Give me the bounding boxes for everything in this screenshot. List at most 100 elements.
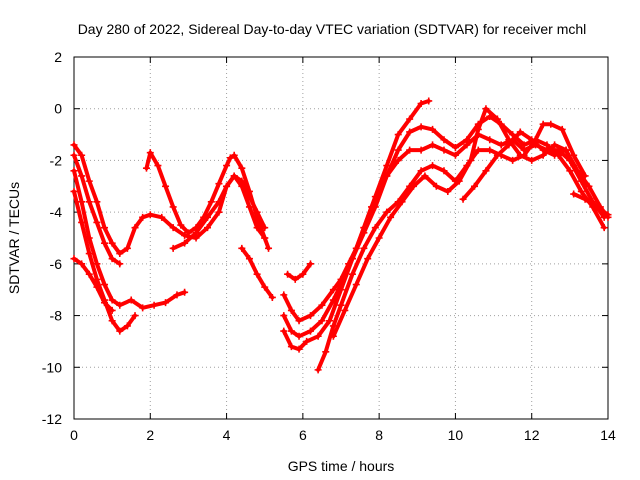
data-point — [85, 198, 93, 206]
data-point — [573, 167, 581, 175]
data-point — [528, 136, 536, 144]
y-tick-label: 2 — [54, 49, 62, 65]
data-point — [261, 283, 269, 291]
data-point — [604, 211, 612, 219]
data-point — [566, 167, 574, 175]
data-point — [444, 187, 452, 195]
data-point — [440, 146, 448, 154]
data-point — [581, 195, 589, 203]
x-tick-label: 4 — [223, 427, 231, 443]
data-point — [429, 125, 437, 133]
data-point — [101, 299, 109, 307]
data-point — [238, 244, 246, 252]
data-point — [425, 97, 433, 105]
data-point — [146, 149, 154, 157]
data-point — [245, 255, 253, 263]
series-track-7 — [169, 172, 269, 252]
data-point — [429, 141, 437, 149]
data-point — [123, 322, 131, 330]
data-point — [93, 198, 101, 206]
data-point — [108, 306, 116, 314]
data-point — [509, 131, 517, 139]
data-point — [238, 177, 246, 185]
data-point — [162, 182, 170, 190]
data-point — [150, 301, 158, 309]
data-point — [265, 244, 273, 252]
data-point — [303, 337, 311, 345]
data-point — [70, 141, 78, 149]
series-track-13 — [314, 120, 589, 374]
series-track-9 — [284, 260, 314, 283]
data-point — [387, 213, 395, 221]
data-point — [482, 105, 490, 113]
data-point — [158, 213, 166, 221]
data-point — [493, 115, 501, 123]
data-point — [93, 260, 101, 268]
data-point — [181, 239, 189, 247]
data-point — [162, 299, 170, 307]
data-point — [287, 306, 295, 314]
data-point — [409, 182, 417, 190]
data-point — [539, 120, 547, 128]
data-point — [417, 167, 425, 175]
data-point — [78, 151, 86, 159]
data-point — [467, 156, 475, 164]
data-point — [455, 177, 463, 185]
data-point — [223, 182, 231, 190]
data-point — [459, 195, 467, 203]
data-point — [329, 322, 337, 330]
data-point — [116, 301, 124, 309]
data-point — [204, 224, 211, 232]
data-point — [539, 146, 547, 154]
data-point — [299, 270, 307, 278]
data-point — [329, 332, 337, 340]
data-point — [85, 270, 93, 278]
series-track-3 — [70, 167, 189, 312]
data-point — [131, 224, 139, 232]
data-point — [505, 141, 513, 149]
data-point — [173, 291, 181, 299]
data-point — [406, 128, 414, 136]
data-point — [570, 162, 578, 170]
data-point — [280, 327, 288, 335]
data-point — [440, 167, 448, 175]
data-point — [547, 120, 555, 128]
x-tick-label: 14 — [600, 427, 616, 443]
data-point — [463, 136, 471, 144]
data-point — [348, 255, 356, 263]
data-point — [516, 151, 524, 159]
data-point — [295, 317, 303, 325]
data-point — [406, 115, 414, 123]
chart-title: Day 280 of 2022, Sidereal Day-to-day VTE… — [78, 21, 587, 37]
data-point — [177, 221, 185, 229]
data-point — [451, 151, 459, 159]
x-tick-label: 8 — [375, 427, 383, 443]
data-point — [562, 146, 570, 154]
data-point — [101, 281, 109, 289]
y-tick-label: -10 — [42, 359, 62, 375]
series-line — [316, 122, 588, 372]
series-track-15 — [459, 128, 578, 203]
data-point — [245, 203, 253, 211]
data-point — [238, 164, 246, 172]
series-track-2 — [70, 151, 124, 268]
x-tick-label: 10 — [448, 427, 464, 443]
y-tick-label: 0 — [54, 101, 62, 117]
data-point — [295, 332, 303, 340]
data-point — [85, 250, 93, 258]
data-point — [116, 327, 124, 335]
data-point — [154, 162, 162, 170]
data-point — [398, 198, 406, 206]
data-point — [394, 156, 402, 164]
data-point — [318, 317, 326, 325]
data-point — [360, 244, 368, 252]
series-track-16 — [570, 190, 612, 219]
data-point — [593, 203, 601, 211]
y-tick-label: -2 — [50, 152, 63, 168]
data-point — [348, 270, 356, 278]
data-point — [551, 141, 559, 149]
data-point — [516, 128, 524, 136]
data-point — [131, 312, 139, 320]
data-point — [108, 317, 116, 325]
